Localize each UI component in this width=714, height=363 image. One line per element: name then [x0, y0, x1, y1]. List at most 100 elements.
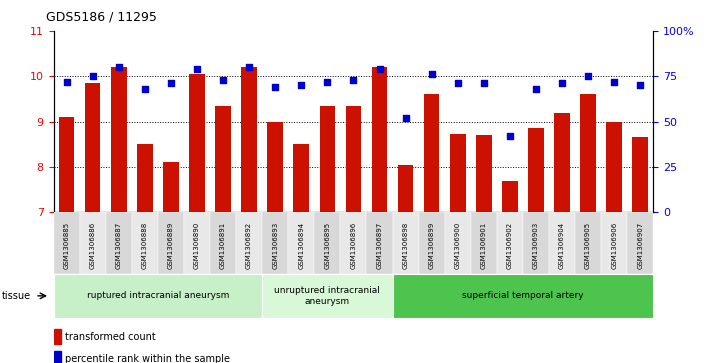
Bar: [262, 274, 393, 318]
Bar: [528, 129, 544, 212]
Text: superficial temporal artery: superficial temporal artery: [462, 291, 584, 300]
Point: [374, 66, 386, 72]
Bar: [163, 163, 178, 212]
Point: [504, 133, 516, 139]
Bar: [476, 135, 492, 212]
Bar: [241, 67, 257, 212]
Bar: [346, 106, 361, 212]
Bar: [314, 212, 341, 274]
Bar: [54, 351, 61, 363]
Bar: [106, 212, 132, 274]
Text: GSM1306887: GSM1306887: [116, 221, 122, 269]
Bar: [262, 212, 288, 274]
Bar: [450, 134, 466, 212]
Bar: [554, 113, 570, 212]
Text: GSM1306906: GSM1306906: [611, 221, 617, 269]
Bar: [111, 67, 126, 212]
Bar: [580, 94, 596, 212]
Bar: [606, 122, 622, 212]
Point: [296, 82, 307, 88]
Text: GSM1306900: GSM1306900: [455, 221, 461, 269]
Point: [321, 79, 333, 85]
Bar: [236, 212, 262, 274]
Bar: [85, 83, 101, 212]
Bar: [54, 329, 61, 344]
Point: [426, 72, 438, 77]
Point: [61, 79, 72, 85]
Text: ruptured intracranial aneurysm: ruptured intracranial aneurysm: [86, 291, 229, 300]
Bar: [633, 136, 648, 212]
Text: GSM1306889: GSM1306889: [168, 221, 174, 269]
Bar: [184, 212, 210, 274]
Bar: [267, 122, 283, 212]
Point: [531, 86, 542, 92]
Bar: [445, 212, 471, 274]
Text: GSM1306904: GSM1306904: [559, 221, 565, 269]
Bar: [523, 212, 549, 274]
Text: GSM1306907: GSM1306907: [638, 221, 643, 269]
Bar: [132, 212, 158, 274]
Text: GSM1306888: GSM1306888: [142, 221, 148, 269]
Text: GSM1306892: GSM1306892: [246, 221, 252, 269]
Point: [583, 73, 594, 79]
Text: GSM1306891: GSM1306891: [220, 221, 226, 269]
Point: [243, 64, 255, 70]
Text: GSM1306901: GSM1306901: [481, 221, 487, 269]
Point: [348, 77, 359, 83]
Text: GSM1306905: GSM1306905: [585, 221, 591, 269]
Text: GSM1306897: GSM1306897: [376, 221, 383, 269]
Text: GSM1306885: GSM1306885: [64, 221, 69, 269]
Point: [87, 73, 99, 79]
Bar: [366, 212, 393, 274]
Text: percentile rank within the sample: percentile rank within the sample: [65, 354, 230, 363]
Point: [269, 84, 281, 90]
Point: [139, 86, 151, 92]
Point: [635, 82, 646, 88]
Point: [165, 81, 176, 86]
Bar: [137, 144, 153, 212]
Bar: [418, 212, 445, 274]
Point: [478, 81, 490, 86]
Bar: [502, 180, 518, 212]
Text: GSM1306896: GSM1306896: [351, 221, 356, 269]
Bar: [627, 212, 653, 274]
Point: [191, 66, 203, 72]
Bar: [210, 212, 236, 274]
Bar: [158, 212, 184, 274]
Text: GSM1306893: GSM1306893: [272, 221, 278, 269]
Bar: [54, 212, 80, 274]
Bar: [601, 212, 627, 274]
Text: tissue: tissue: [1, 291, 31, 301]
Text: GDS5186 / 11295: GDS5186 / 11295: [46, 11, 157, 24]
Text: GSM1306899: GSM1306899: [428, 221, 435, 269]
Text: GSM1306898: GSM1306898: [403, 221, 408, 269]
Bar: [398, 165, 413, 212]
Point: [217, 77, 228, 83]
Point: [556, 81, 568, 86]
Bar: [497, 212, 523, 274]
Point: [452, 81, 463, 86]
Bar: [59, 117, 74, 212]
Bar: [54, 274, 262, 318]
Bar: [189, 74, 205, 212]
Point: [400, 115, 411, 121]
Bar: [320, 106, 335, 212]
Text: transformed count: transformed count: [65, 332, 156, 342]
Text: unruptured intracranial
aneurysm: unruptured intracranial aneurysm: [274, 286, 381, 306]
Text: GSM1306902: GSM1306902: [507, 221, 513, 269]
Bar: [288, 212, 314, 274]
Text: GSM1306886: GSM1306886: [90, 221, 96, 269]
Bar: [549, 212, 575, 274]
Bar: [293, 144, 309, 212]
Bar: [215, 106, 231, 212]
Point: [113, 64, 124, 70]
Bar: [424, 94, 440, 212]
Bar: [471, 212, 497, 274]
Text: GSM1306894: GSM1306894: [298, 221, 304, 269]
Point: [608, 79, 620, 85]
Text: GSM1306895: GSM1306895: [324, 221, 331, 269]
Text: GSM1306890: GSM1306890: [194, 221, 200, 269]
Text: GSM1306903: GSM1306903: [533, 221, 539, 269]
Bar: [393, 274, 653, 318]
Bar: [341, 212, 366, 274]
